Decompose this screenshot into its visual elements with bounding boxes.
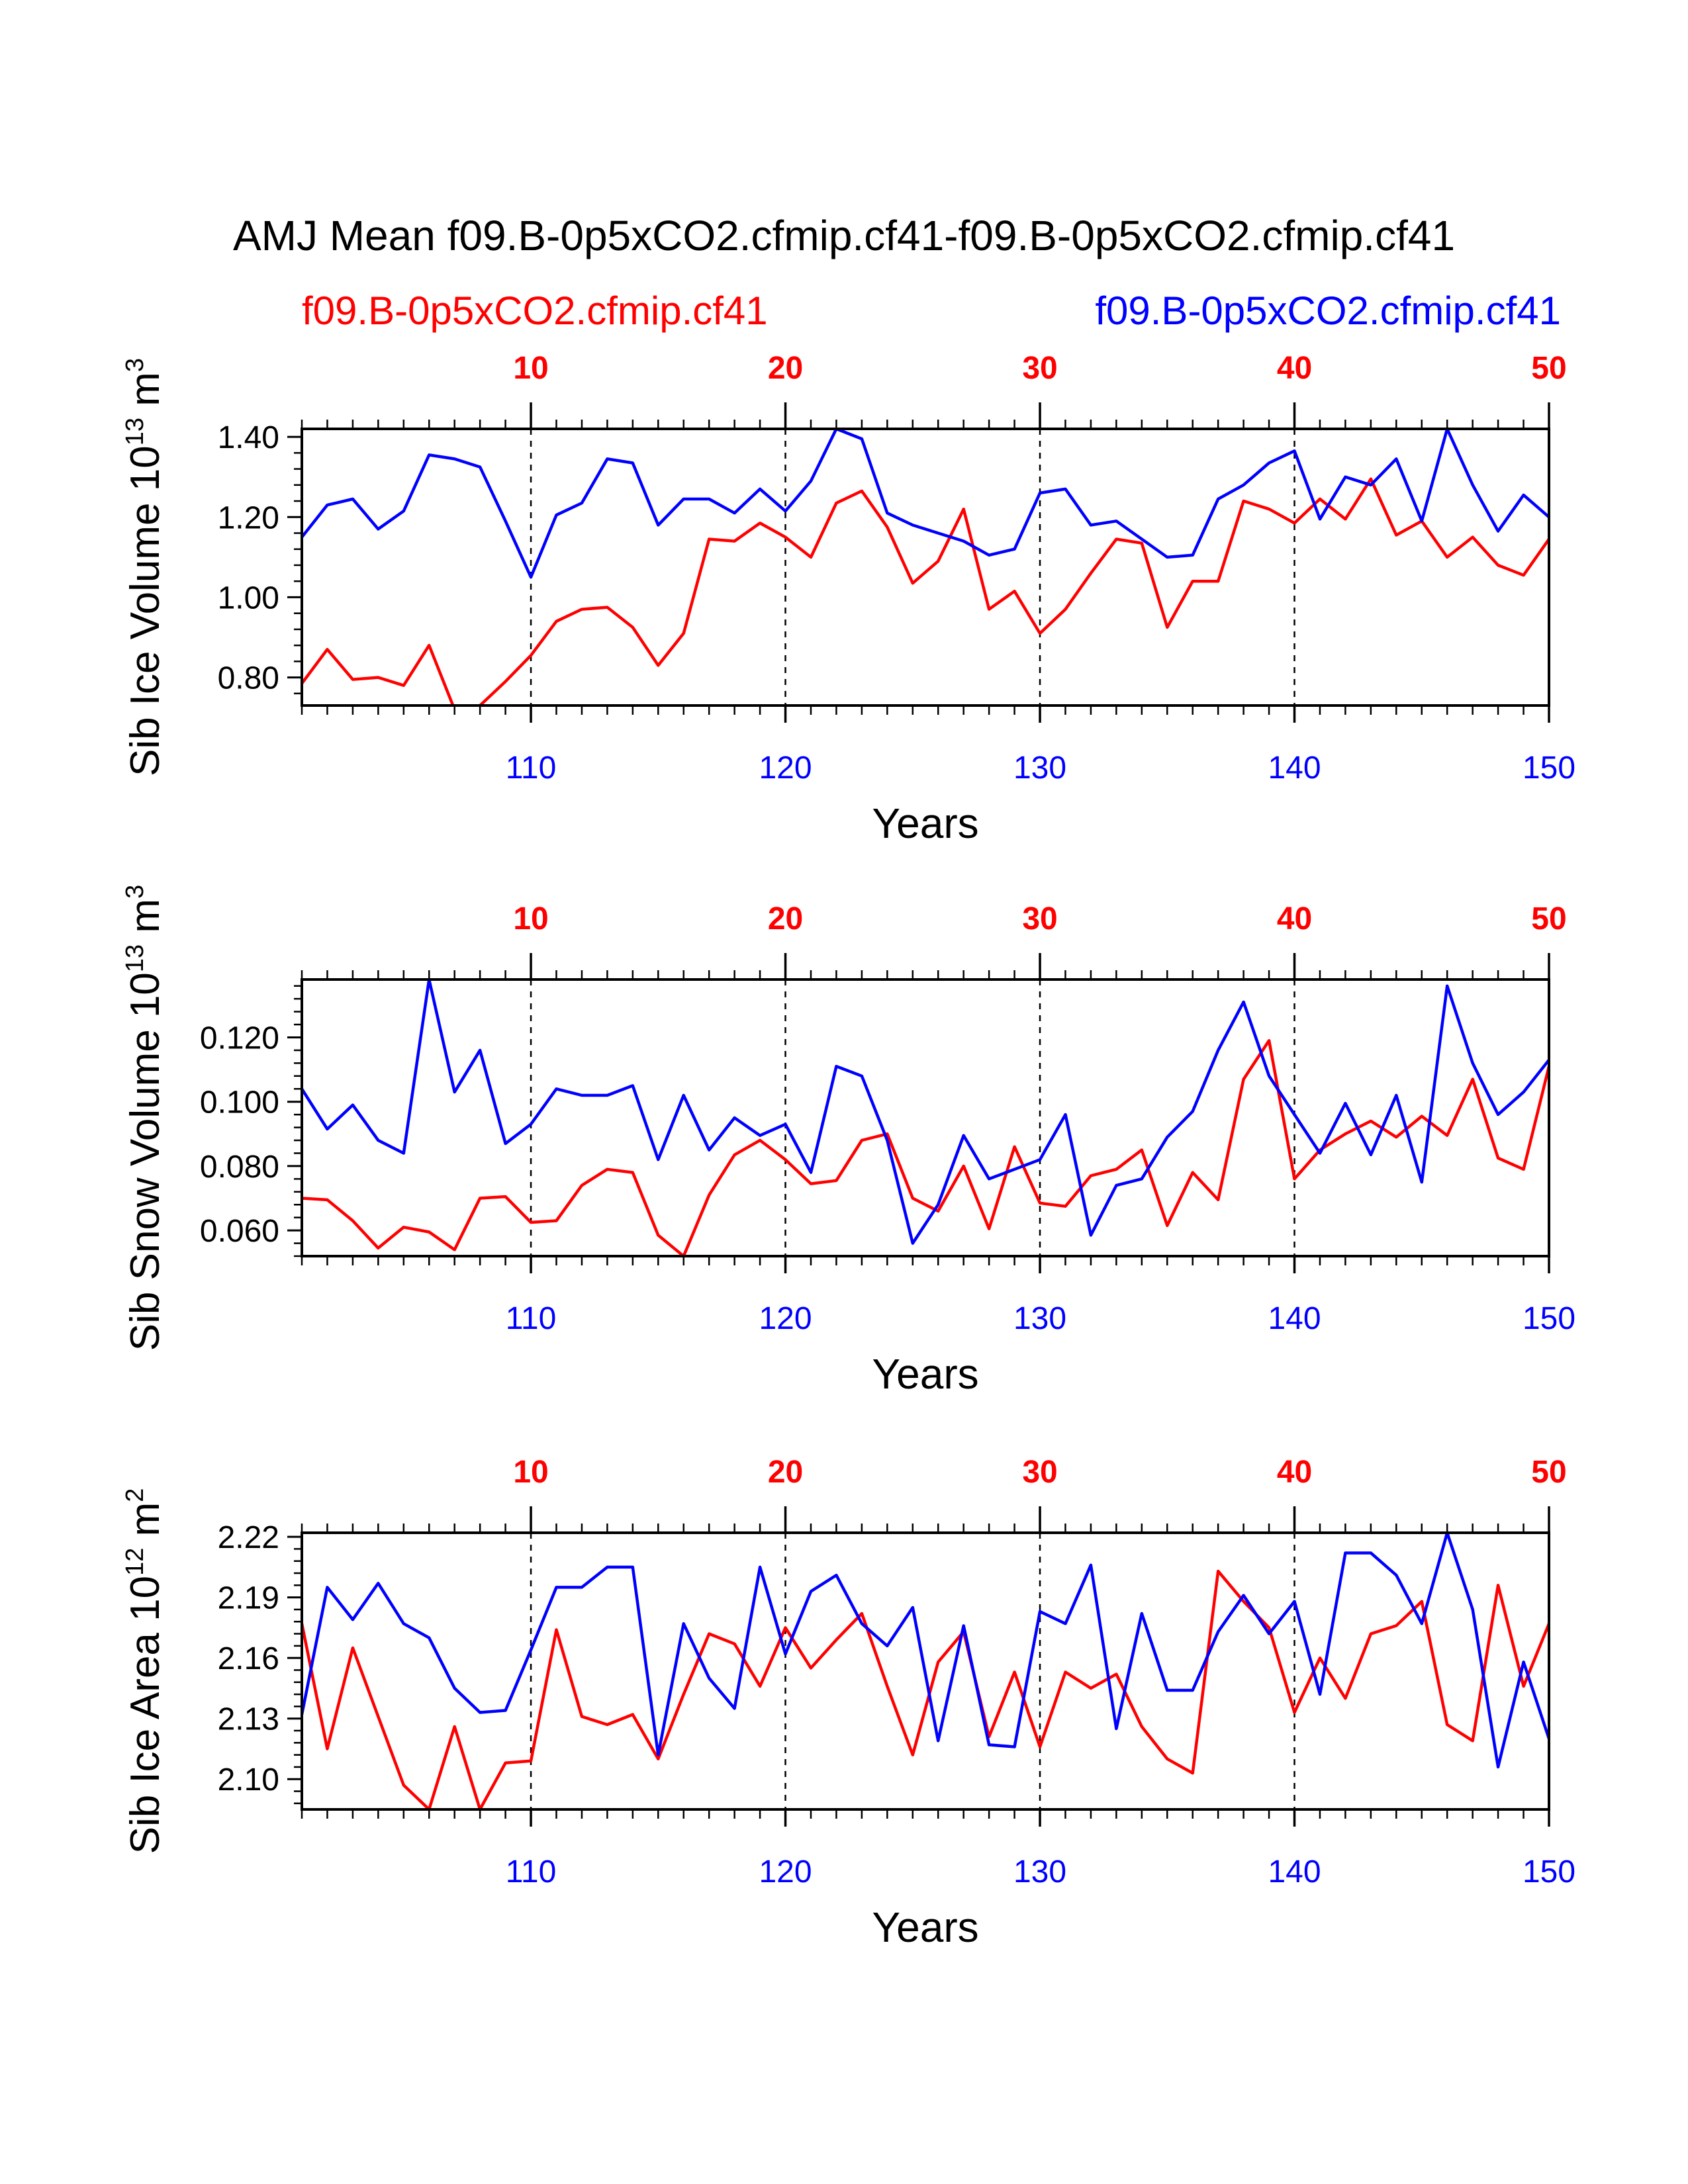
x-tick-label-bottom: 110 <box>506 751 557 786</box>
x-axis-label: Years <box>872 799 978 847</box>
x-tick-label-top: 30 <box>1022 1455 1057 1490</box>
y-tick-label: 2.16 <box>218 1641 279 1676</box>
y-tick-label: 2.22 <box>218 1520 279 1555</box>
y-axis-label-unit: m <box>122 1502 168 1548</box>
y-axis-label-unit: m <box>122 372 168 418</box>
x-tick-label-bottom: 140 <box>1268 1301 1321 1336</box>
y-axis-label-unit-exponent: 3 <box>121 358 149 372</box>
y-axis-label-main: Sib Snow Volume 10 <box>122 972 168 1351</box>
x-tick-label-top: 40 <box>1277 351 1312 386</box>
y-tick-label: 0.100 <box>200 1085 279 1120</box>
plot-frame <box>301 1531 1550 1811</box>
plot-frame <box>301 428 1550 707</box>
y-tick-label: 0.80 <box>218 661 279 696</box>
y-tick-label: 0.060 <box>200 1214 279 1249</box>
x-tick-label-top: 10 <box>513 1455 548 1490</box>
y-tick-label: 0.120 <box>200 1021 279 1056</box>
panel-sib-ice-area: 2.10 2.13 2.16 2.19 2.22 110 10 120 20 130 30 140 40… <box>121 1455 1575 1951</box>
y-tick-label: 0.080 <box>200 1150 279 1185</box>
x-tick-label-bottom: 110 <box>506 1301 557 1336</box>
series-line-blue <box>302 979 1549 1245</box>
x-axis-label: Years <box>872 1903 978 1951</box>
panel-sib-snow-volume: 0.060 0.080 0.100 0.120 110 10 120 20 130 30 140 40… <box>121 885 1575 1398</box>
x-tick-label-bottom: 150 <box>1523 751 1575 786</box>
series-line-red <box>302 1039 1549 1256</box>
x-axis-label: Years <box>872 1350 978 1398</box>
y-tick-label: 1.40 <box>218 420 279 455</box>
x-tick-label-bottom: 110 <box>506 1854 557 1889</box>
y-tick-label: 1.00 <box>218 580 279 615</box>
figure-title: AMJ Mean f09.B-0p5xCO2.cfmip.cf41-f09.B-… <box>233 212 1455 259</box>
x-tick-label-bottom: 140 <box>1268 751 1321 786</box>
x-tick-label-top: 40 <box>1277 901 1312 936</box>
panel-sib-ice-volume: 0.80 1.00 1.20 1.40 110 10 120 20 130 30 140 40 150 5… <box>121 351 1575 847</box>
y-axis-label: Sib Ice Volume 1013 m3 <box>121 358 168 776</box>
x-tick-label-bottom: 120 <box>759 1301 812 1336</box>
x-tick-label-bottom: 130 <box>1013 751 1066 786</box>
x-tick-label-top: 20 <box>768 351 803 386</box>
x-tick-label-top: 30 <box>1022 901 1057 936</box>
y-tick-label: 2.10 <box>218 1762 279 1797</box>
y-axis-label: Sib Snow Volume 1013 m3 <box>121 885 168 1351</box>
x-tick-label-top: 50 <box>1531 351 1566 386</box>
x-tick-label-top: 20 <box>768 1455 803 1490</box>
x-tick-label-top: 10 <box>513 901 548 936</box>
x-tick-label-bottom: 140 <box>1268 1854 1321 1889</box>
y-axis-label-unit-exponent: 3 <box>121 885 149 899</box>
x-tick-label-top: 10 <box>513 351 548 386</box>
y-axis-label-exponent: 12 <box>121 1548 149 1576</box>
x-tick-label-top: 20 <box>768 901 803 936</box>
x-tick-label-bottom: 120 <box>759 1854 812 1889</box>
y-axis-label-main: Sib Ice Area 10 <box>122 1576 168 1854</box>
y-tick-label: 2.19 <box>218 1581 279 1616</box>
series-line-blue <box>302 429 1549 579</box>
y-axis-label-main: Sib Ice Volume 10 <box>122 445 168 776</box>
series-line-blue <box>302 1533 1549 1769</box>
y-axis-label: Sib Ice Area 1012 m2 <box>121 1488 168 1854</box>
series-line-red <box>302 477 1549 705</box>
y-axis-label-exponent: 13 <box>121 944 149 972</box>
x-tick-label-top: 30 <box>1022 351 1057 386</box>
x-tick-label-top: 40 <box>1277 1455 1312 1490</box>
y-axis-label-unit-exponent: 2 <box>121 1488 149 1502</box>
legend-label-red: f09.B-0p5xCO2.cfmip.cf41 <box>302 289 768 333</box>
x-tick-label-bottom: 150 <box>1523 1854 1575 1889</box>
series-line-red <box>302 1569 1549 1809</box>
x-tick-label-bottom: 130 <box>1013 1854 1066 1889</box>
y-axis-label-exponent: 13 <box>121 418 149 445</box>
y-axis-label-unit: m <box>122 899 168 944</box>
x-tick-label-bottom: 150 <box>1523 1301 1575 1336</box>
y-tick-label: 2.13 <box>218 1702 279 1737</box>
legend-label-blue: f09.B-0p5xCO2.cfmip.cf41 <box>1095 289 1561 333</box>
x-tick-label-bottom: 130 <box>1013 1301 1066 1336</box>
x-tick-label-bottom: 120 <box>759 751 812 786</box>
plot-frame <box>301 978 1550 1257</box>
y-tick-label: 1.20 <box>218 500 279 535</box>
x-tick-label-top: 50 <box>1531 901 1566 936</box>
x-tick-label-top: 50 <box>1531 1455 1566 1490</box>
